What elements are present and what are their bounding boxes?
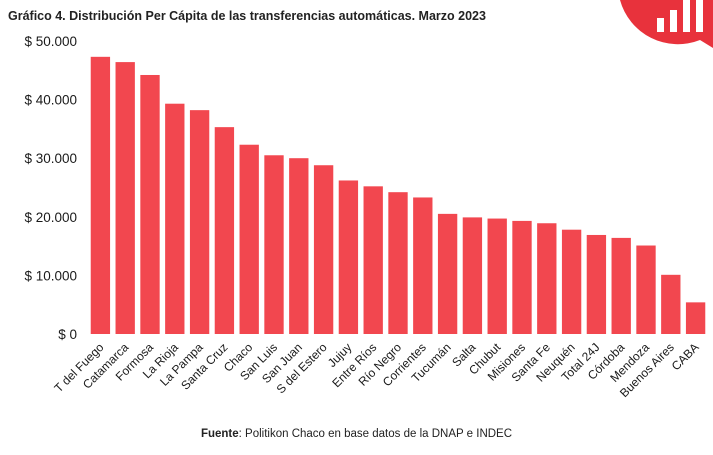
brand-logo [620,0,713,48]
logo-bar-2 [670,10,677,32]
bars [90,56,706,335]
bar-3 [165,103,185,335]
bar-24 [685,302,706,334]
y-tick-label: $ 40.000 [24,93,77,108]
bar-6 [239,144,259,334]
source-note: Fuente: Politikon Chaco en base datos de… [0,428,713,440]
y-axis: $ 0 $ 10.000 $ 20.000 $ 30.000 $ 40.000 $ 50.… [24,34,77,342]
bar-8 [289,158,309,334]
bar-17 [512,220,532,334]
source-label: Fuente [200,428,239,440]
bar-12 [388,192,408,334]
bar-5 [214,127,235,334]
bar-19 [561,229,582,334]
chart-title: Gráfico 4. Distribución Per Cápita de la… [8,9,486,23]
bar-23 [661,274,681,334]
bar-0 [90,56,111,335]
x-tick-label: CABA [669,340,702,373]
bar-20 [586,234,607,334]
bar-1 [115,62,135,334]
y-tick-label: $ 20.000 [24,210,77,225]
bar-21 [611,237,631,334]
bar-14 [437,213,458,334]
source-text: : Politikon Chaco en base datos de la DN… [238,428,513,440]
logo-bar-3 [683,0,690,32]
bar-13 [413,197,433,334]
bar-11 [363,186,383,334]
logo-bar-1 [657,18,664,32]
bar-22 [636,245,656,334]
y-tick-label: $ 30.000 [24,151,77,166]
bar-9 [313,165,334,334]
bar-7 [264,155,284,334]
bar-2 [140,74,160,334]
logo-bar-4 [696,0,703,32]
bar-chart: $ 0 $ 10.000 $ 20.000 $ 30.000 $ 40.000 $ 50.… [24,34,706,400]
bar-10 [338,180,359,334]
y-tick-label: $ 0 [58,327,77,342]
y-tick-label: $ 50.000 [24,34,77,49]
bar-4 [189,110,210,334]
bar-16 [487,218,507,334]
bar-18 [537,223,557,334]
y-tick-label: $ 10.000 [24,268,77,283]
bar-15 [462,217,483,334]
